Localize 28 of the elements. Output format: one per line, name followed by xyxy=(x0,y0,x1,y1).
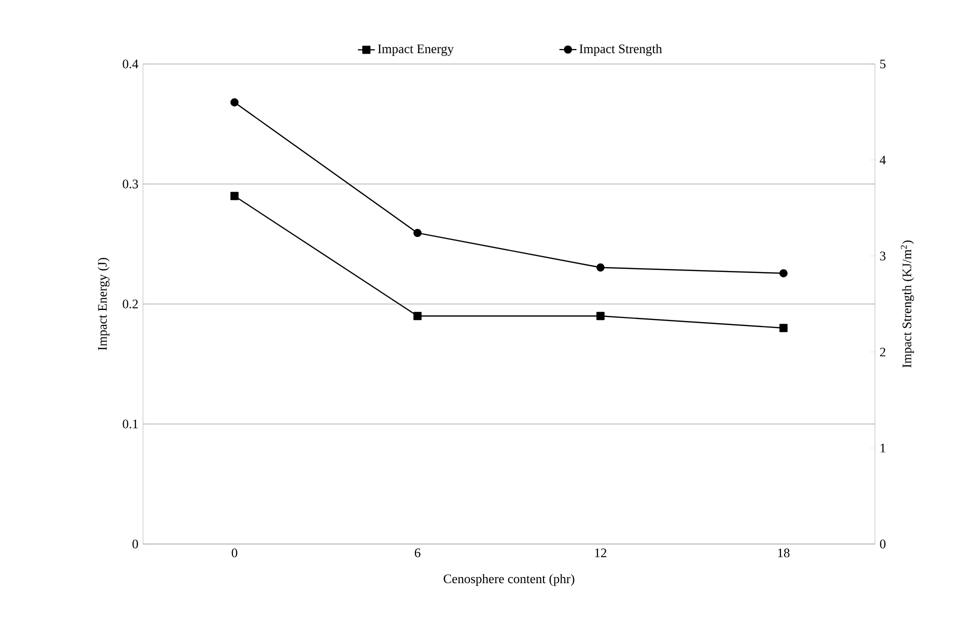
y2-tick-label: 0 xyxy=(880,540,886,548)
legend-label: Impact Energy xyxy=(378,44,454,56)
point xyxy=(413,228,422,238)
point xyxy=(230,192,239,200)
x-tick-label: 12 xyxy=(595,548,606,558)
y2-tick-label: 3 xyxy=(880,252,886,260)
x-tick-label: 6 xyxy=(414,548,420,558)
point xyxy=(779,324,788,332)
point xyxy=(596,263,605,272)
y2-tick-label: 5 xyxy=(880,60,886,68)
y-tick-label: 0.3 xyxy=(122,180,138,188)
point xyxy=(779,269,788,278)
point xyxy=(413,312,422,320)
y-axis-title: Impact Energy (J) xyxy=(98,258,110,350)
y-tick-label: 0 xyxy=(132,540,138,548)
x-axis-title: Cenosphere content (phr) xyxy=(444,574,574,586)
legend-label: Impact Strength xyxy=(580,44,662,56)
x-tick-label: 0 xyxy=(232,548,238,558)
x-tick-label: 18 xyxy=(778,548,790,558)
y-tick-label: 0.4 xyxy=(122,60,138,68)
point xyxy=(596,312,605,320)
point xyxy=(230,98,239,106)
y2-tick-label: 4 xyxy=(880,156,886,164)
y2-tick-label: 2 xyxy=(880,348,886,356)
y2-tick-label: 1 xyxy=(880,444,886,452)
y-tick-label: 0.2 xyxy=(122,300,138,308)
y-tick-label: 0.1 xyxy=(122,420,138,428)
y2-axis-title: Impact Strength (KJ/m$^{2}$) xyxy=(900,240,914,368)
